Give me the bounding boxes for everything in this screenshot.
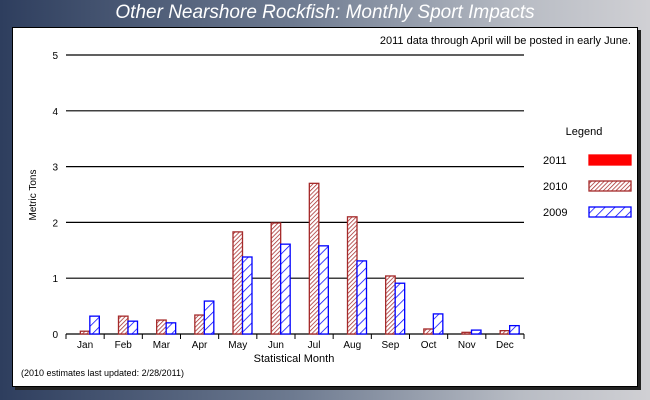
x-tick-label: Jul [308, 340, 321, 351]
x-tick-label: Apr [192, 340, 208, 351]
x-tick-label: Jan [77, 340, 93, 351]
x-tick-label: Mar [153, 340, 171, 351]
bar-2010-Oct [423, 328, 434, 335]
bar-2010-Sep [385, 275, 396, 335]
legend-label: 2010 [543, 181, 567, 193]
y-tick-label: 1 [52, 274, 58, 285]
y-tick-label: 3 [52, 163, 58, 174]
bar-2010-Aug [346, 216, 358, 335]
bar-2009-Jun [280, 243, 291, 335]
legend-swatch-2010 [588, 180, 632, 192]
bar-2009-Mar [165, 322, 177, 335]
bar-2010-Jun [270, 222, 282, 335]
bar-2010-Feb [117, 315, 129, 335]
x-tick-label: Feb [115, 340, 133, 351]
y-tick-label: 0 [52, 330, 58, 341]
bar-2010-May [232, 231, 244, 335]
x-tick-label: May [228, 340, 247, 351]
bar-2010-Mar [156, 319, 167, 335]
bar-2010-Apr [194, 314, 205, 335]
y-tick-label: 2 [52, 218, 58, 229]
y-axis-label: Metric Tons [28, 170, 39, 221]
bar-2009-Sep [394, 282, 406, 335]
y-tick-label: 4 [52, 107, 58, 118]
bar-2009-Jan [89, 315, 100, 335]
x-tick-label: Jun [268, 340, 284, 351]
bar-2009-Oct [432, 313, 444, 335]
bar-2010-Dec [499, 330, 511, 335]
x-tick-label: Nov [458, 340, 476, 351]
bar-2009-Apr [203, 300, 215, 335]
bar-2009-Aug [356, 260, 368, 335]
legend-label: 2011 [543, 155, 567, 167]
bar-2009-Nov [470, 329, 482, 335]
chart-note: 2011 data through April will be posted i… [380, 35, 631, 47]
y-tick-label: 5 [52, 51, 58, 62]
legend-swatch-2009 [588, 206, 632, 218]
bar-2009-Jul [318, 245, 329, 335]
legend-swatch-2011 [588, 154, 632, 166]
x-tick-label: Aug [343, 340, 361, 351]
legend-label: 2009 [543, 207, 567, 219]
legend-title: Legend [566, 126, 603, 138]
bar-2009-Feb [127, 320, 139, 335]
x-axis-label: Statistical Month [254, 353, 335, 365]
chart-title: Other Nearshore Rockfish: Monthly Sport … [115, 2, 535, 23]
bar-2009-May [241, 256, 253, 335]
bar-2009-Dec [509, 324, 520, 335]
footnote: (2010 estimates last updated: 2/28/2011) [21, 368, 184, 378]
x-tick-label: Oct [421, 340, 437, 351]
x-tick-label: Sep [382, 340, 400, 351]
bar-2010-Jul [308, 182, 320, 335]
bar-2010-Nov [461, 331, 473, 335]
x-tick-label: Dec [496, 340, 514, 351]
bar-2010-Jan [79, 330, 91, 335]
